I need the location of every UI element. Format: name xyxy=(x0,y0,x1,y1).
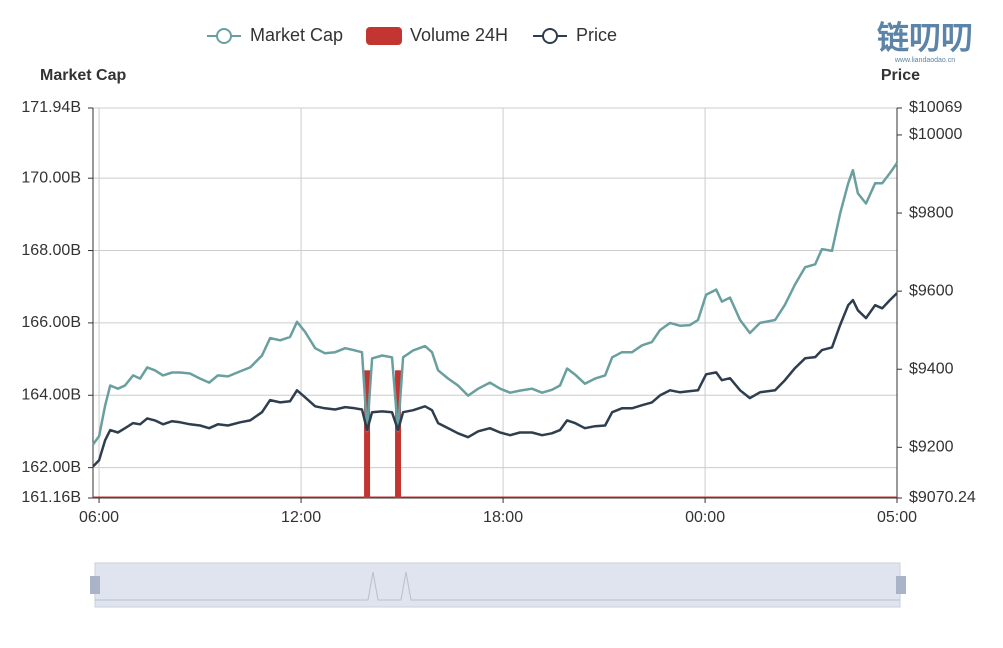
x-tick-label: 18:00 xyxy=(483,509,523,526)
slider-handle[interactable] xyxy=(896,576,906,594)
slider-handle[interactable] xyxy=(90,576,100,594)
y2-tick-label: $9600 xyxy=(909,282,954,299)
x-tick-label: 05:00 xyxy=(877,509,917,526)
legend-item: Market Cap xyxy=(207,25,343,45)
y-tick-label: 161.16B xyxy=(21,489,81,506)
legend-item: Volume 24H xyxy=(366,25,508,45)
y-tick-label: 164.00B xyxy=(21,386,81,403)
legend-swatch xyxy=(542,28,558,44)
bar xyxy=(364,370,371,498)
y-tick-label: 166.00B xyxy=(21,314,81,331)
y2-tick-label: $10000 xyxy=(909,126,962,143)
legend-swatch xyxy=(216,28,232,44)
y-tick-label: 168.00B xyxy=(21,242,81,259)
y-axis-label: Market Cap xyxy=(40,67,126,84)
y-tick-label: 171.94B xyxy=(21,99,81,116)
legend-label: Price xyxy=(576,25,617,45)
legend-label: Volume 24H xyxy=(410,25,508,45)
watermark-subtitle: www.liandaodao.cn xyxy=(894,57,955,64)
slider-shadow xyxy=(95,571,900,601)
x-tick-label: 06:00 xyxy=(79,509,119,526)
y-tick-label: 162.00B xyxy=(21,459,81,476)
watermark-title: 链叨叨 xyxy=(877,19,973,55)
y2-tick-label: $9200 xyxy=(909,439,954,456)
x-tick-label: 00:00 xyxy=(685,509,725,526)
legend-item: Price xyxy=(533,25,617,45)
line xyxy=(92,292,898,468)
y2-axis-label: Price xyxy=(881,67,920,84)
legend-swatch xyxy=(366,27,402,45)
y2-tick-label: $9070.24 xyxy=(909,489,976,506)
y2-tick-label: $9800 xyxy=(909,204,954,221)
y2-tick-label: $9400 xyxy=(909,360,954,377)
line xyxy=(91,162,899,446)
legend-label: Market Cap xyxy=(250,25,343,45)
y2-tick-label: $10069 xyxy=(909,99,962,116)
y-tick-label: 170.00B xyxy=(21,169,81,186)
bar xyxy=(395,370,402,498)
x-tick-label: 12:00 xyxy=(281,509,321,526)
datazoom-slider[interactable] xyxy=(90,562,906,608)
